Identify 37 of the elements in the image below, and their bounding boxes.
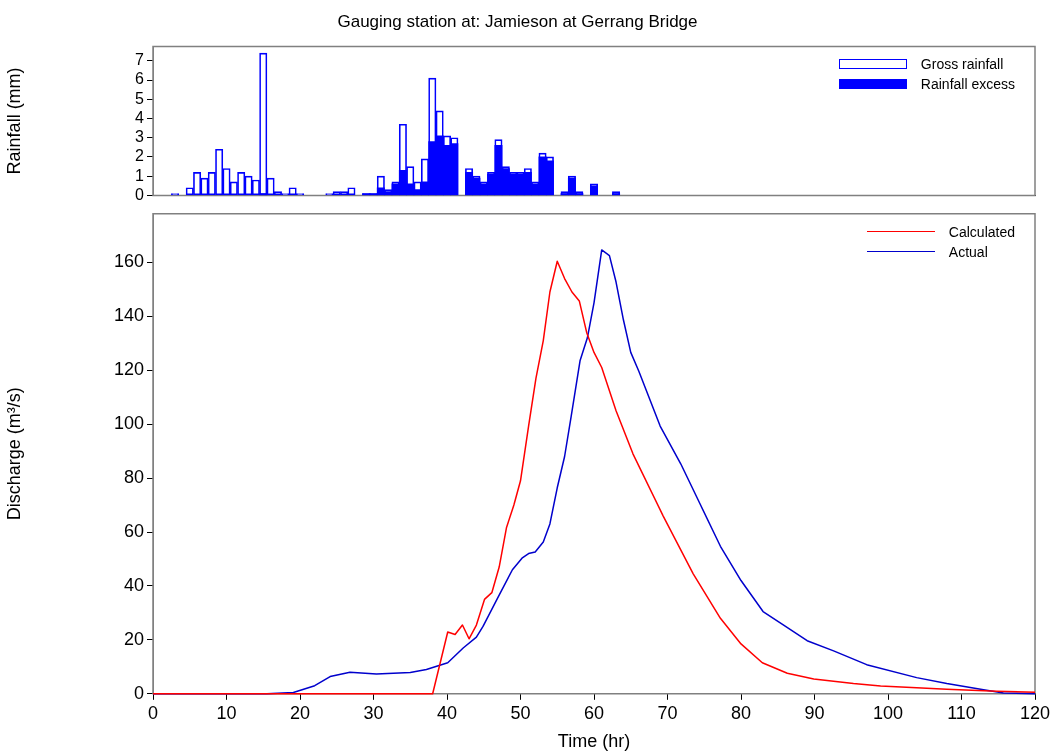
x-tick-label: 90: [804, 702, 825, 723]
x-tick-label: 10: [216, 702, 237, 723]
x-axis-title: Time (hr): [557, 731, 631, 752]
y-tick-label: 20: [123, 628, 144, 649]
x-tick-label: 50: [510, 702, 531, 723]
x-tick-label: 70: [657, 702, 678, 723]
x-tick-label: 30: [363, 702, 384, 723]
legend-label: Actual: [948, 243, 988, 260]
y-tick-label: 120: [113, 359, 144, 380]
x-tick-label: 100: [872, 702, 904, 723]
y-tick-label: 40: [123, 574, 144, 595]
x-tick-label: 40: [436, 702, 458, 723]
legend-label: Gross rainfall: [920, 56, 1004, 73]
x-tick-label: 20: [289, 702, 311, 723]
y-tick-label: 6: [135, 70, 145, 88]
x-tick-label: 60: [583, 702, 605, 723]
chart-title: Gauging station at: Jamieson at Gerrang Bridge: [337, 11, 698, 31]
y-tick-label: 4: [135, 108, 145, 126]
y-tick-label: 3: [135, 128, 145, 146]
y-tick-label: 7: [135, 51, 145, 69]
legend-label: Calculated: [948, 223, 1015, 240]
y-tick-label: 80: [123, 467, 144, 488]
y-tick-label: 60: [123, 520, 144, 541]
legend-label: Rainfall excess: [920, 76, 1015, 93]
x-tick-label: 120: [1019, 702, 1051, 723]
y-tick-label: 140: [113, 305, 144, 326]
y-tick-label: 2: [135, 147, 145, 165]
y-tick-label: 0: [133, 682, 144, 703]
y-tick-label: 160: [113, 251, 144, 272]
x-tick-label: 80: [730, 702, 752, 723]
y-tick-label: 100: [113, 413, 144, 434]
y-axis-title: Discharge (m³/s): [3, 387, 24, 521]
y-tick-label: 0: [135, 185, 145, 203]
y-axis-title: Rainfall (mm): [3, 67, 24, 175]
y-tick-label: 5: [135, 89, 145, 107]
x-tick-label: 110: [947, 702, 976, 723]
y-tick-label: 1: [135, 166, 145, 184]
